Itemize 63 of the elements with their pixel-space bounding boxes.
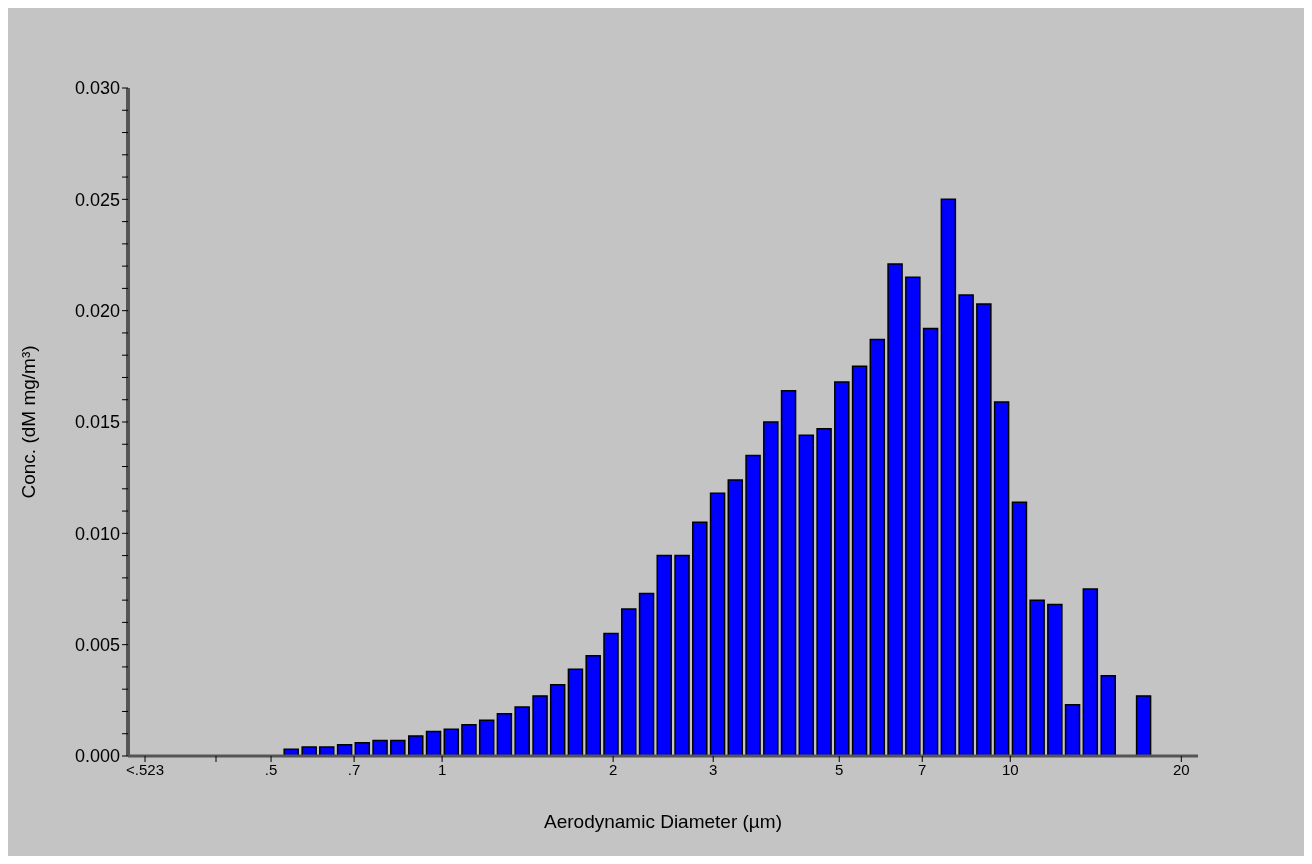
bar xyxy=(851,365,868,756)
bar xyxy=(763,421,779,756)
y-tick-label: 0.000 xyxy=(74,746,120,767)
bar xyxy=(692,521,708,756)
x-tick-label: 2 xyxy=(608,760,618,778)
bar xyxy=(1064,704,1081,756)
bar xyxy=(532,695,548,756)
y-tick-label: 0.025 xyxy=(74,189,120,210)
bar xyxy=(976,303,992,756)
bar xyxy=(478,719,495,756)
bar xyxy=(1011,501,1028,756)
x-tick-label: .7 xyxy=(347,760,361,778)
bar xyxy=(621,608,637,756)
x-tick-label: <.523 xyxy=(126,760,165,778)
x-tick-label: 1 xyxy=(437,760,447,778)
y-tick-label: 0.010 xyxy=(74,523,120,544)
bar xyxy=(1029,599,1045,756)
bar xyxy=(905,276,921,756)
bar xyxy=(1135,695,1152,756)
y-tick-label: 0.020 xyxy=(74,301,120,322)
bar xyxy=(390,739,406,756)
x-tick-label: 10 xyxy=(1001,760,1019,778)
bar xyxy=(354,741,371,756)
bar xyxy=(319,746,335,756)
x-tick-label: 7 xyxy=(918,760,927,778)
y-tick-label: 0.015 xyxy=(74,412,120,433)
bar xyxy=(461,724,477,756)
bar xyxy=(301,746,317,756)
bar xyxy=(372,739,388,756)
bar xyxy=(567,668,584,756)
bar xyxy=(496,712,513,756)
bar xyxy=(869,338,886,756)
x-axis-title: Aerodynamic Diameter (µm) xyxy=(544,811,782,832)
bar xyxy=(798,434,815,756)
bar xyxy=(1047,603,1063,756)
bar xyxy=(940,198,957,756)
bar xyxy=(336,744,353,756)
y-axis-title: Conc. (dM mg/m³) xyxy=(17,345,39,499)
y-tick-label: 0.030 xyxy=(74,78,120,99)
bar xyxy=(745,454,761,756)
bar xyxy=(549,684,566,756)
bar xyxy=(993,401,1010,756)
x-tick-label: 3 xyxy=(709,760,718,778)
bar xyxy=(656,554,672,756)
bar xyxy=(1082,588,1099,756)
x-tick-label: .5 xyxy=(264,760,278,778)
bar xyxy=(408,735,424,756)
bar xyxy=(674,554,690,756)
bar xyxy=(958,294,974,756)
bar xyxy=(514,706,530,756)
bar xyxy=(922,327,939,756)
bar xyxy=(443,728,460,756)
bar xyxy=(887,263,903,756)
bar xyxy=(727,479,744,756)
x-tick-label: 5 xyxy=(835,760,844,778)
x-tick-label: 20 xyxy=(1172,760,1190,778)
bar xyxy=(425,730,442,756)
bar xyxy=(816,427,832,756)
bar xyxy=(780,390,797,756)
bar xyxy=(585,655,601,756)
bar xyxy=(638,592,655,756)
bar xyxy=(1100,675,1116,756)
y-tick-label: 0.005 xyxy=(74,635,120,656)
